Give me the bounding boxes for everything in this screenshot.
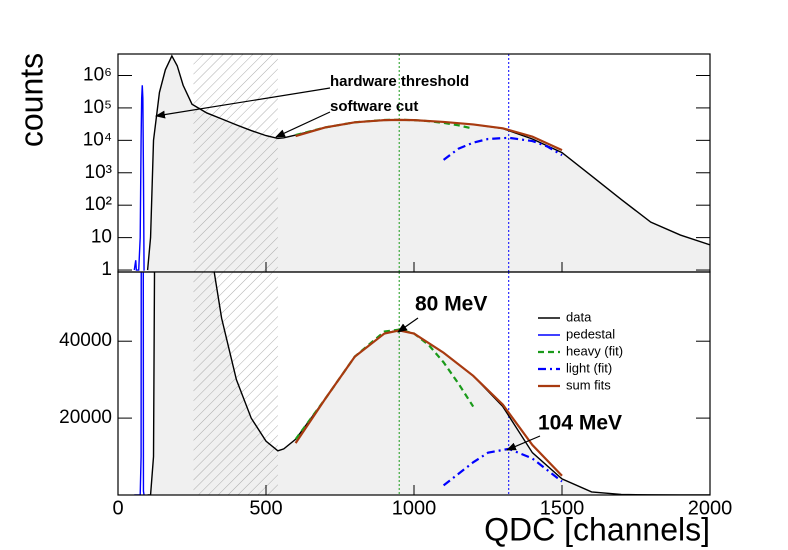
y-tick-label: 10⁴: [83, 129, 112, 150]
annotation: software cut: [330, 98, 418, 115]
series-line: [147, 272, 710, 495]
y-tick-label: 10²: [85, 194, 112, 215]
y-tick-label: 10³: [85, 162, 112, 183]
hatch-region: [193, 272, 278, 495]
series-line: [133, 85, 145, 271]
legend-label: data: [566, 309, 592, 324]
hatch-region: [193, 54, 278, 272]
y-tick-label: 10⁶: [83, 65, 112, 86]
x-axis-label: QDC [channels]: [484, 511, 710, 547]
data-fill: [147, 272, 710, 495]
annotation: hardware threshold: [330, 73, 469, 90]
series-line: [146, 54, 710, 271]
legend-label: light (fit): [566, 360, 612, 375]
series-line: [295, 118, 563, 152]
series-line: [442, 136, 563, 161]
data-fill: [147, 55, 710, 272]
x-tick-label: 500: [249, 497, 282, 519]
annotation-arrow: [155, 87, 331, 119]
annotation-arrow: [275, 111, 331, 138]
legend-label: heavy (fit): [566, 343, 623, 358]
annotation-arrow: [506, 435, 541, 451]
x-tick-label: 0: [112, 497, 123, 519]
series-line: [294, 329, 563, 477]
legend-label: sum fits: [566, 377, 611, 392]
x-tick-label: 2000: [688, 497, 733, 519]
series-line: [442, 447, 563, 487]
annotation: 80 MeV: [415, 293, 487, 316]
plot-area: [133, 54, 710, 272]
annotation: 104 MeV: [538, 412, 622, 435]
y-tick-label: 40000: [59, 330, 112, 351]
plot-area: [134, 272, 710, 495]
x-tick-label: 1500: [540, 497, 585, 519]
x-tick-label: 1000: [392, 497, 437, 519]
y-tick-label: 20000: [59, 407, 112, 428]
y-tick-label: 10⁵: [83, 97, 112, 118]
y-tick-label: 1: [101, 259, 112, 280]
legend-label: pedestal: [566, 326, 615, 341]
y-axis-label: counts: [13, 53, 49, 147]
y-tick-label: 10: [91, 227, 112, 248]
annotation-arrow: [397, 317, 419, 333]
